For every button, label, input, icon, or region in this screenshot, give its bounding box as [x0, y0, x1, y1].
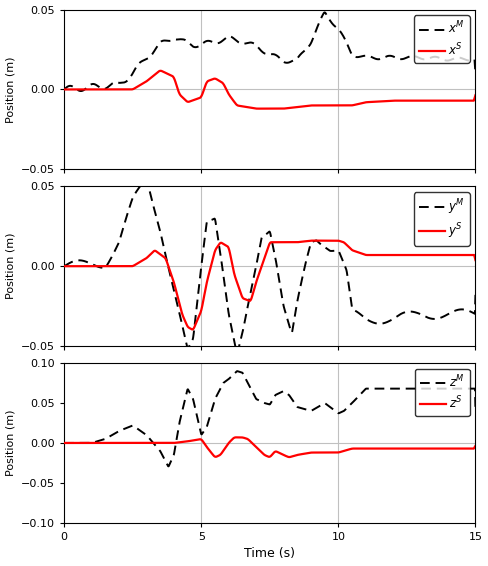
Y-axis label: Position (m): Position (m): [5, 56, 16, 123]
Y-axis label: Position (m): Position (m): [5, 233, 16, 299]
Legend: $y^M$, $y^S$: $y^M$, $y^S$: [414, 192, 469, 246]
Y-axis label: Position (m): Position (m): [5, 410, 16, 476]
Legend: $x^M$, $x^S$: $x^M$, $x^S$: [414, 15, 469, 63]
X-axis label: Time (s): Time (s): [244, 547, 295, 560]
Legend: $z^M$, $z^S$: $z^M$, $z^S$: [415, 369, 469, 417]
